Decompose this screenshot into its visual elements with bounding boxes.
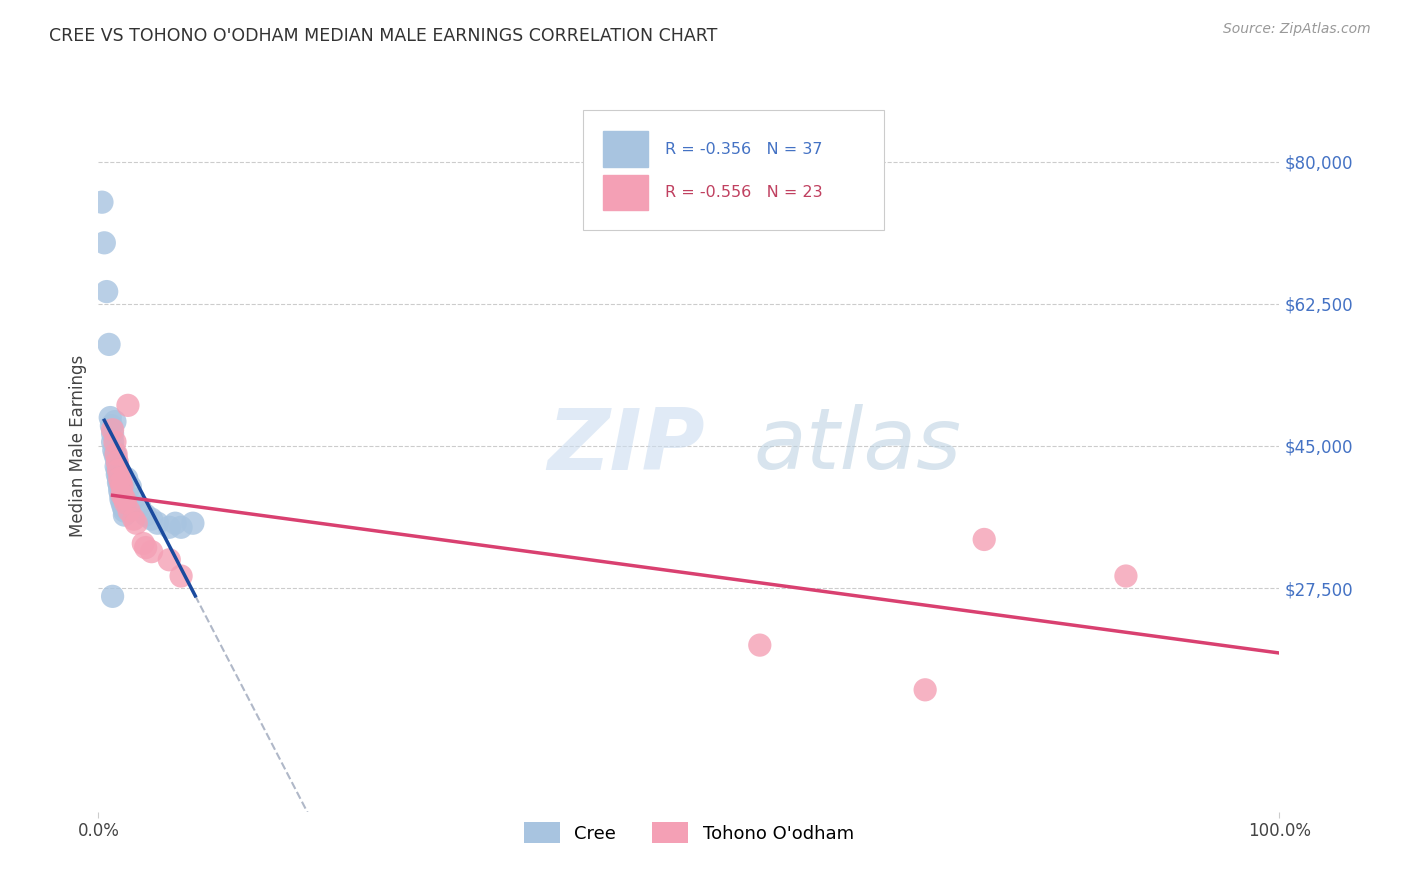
Point — [114, 496, 136, 510]
Text: R = -0.356   N = 37: R = -0.356 N = 37 — [665, 142, 823, 156]
Point — [101, 426, 124, 441]
Point — [104, 434, 127, 449]
Point — [118, 504, 141, 518]
Point — [110, 491, 132, 506]
Point — [105, 467, 128, 482]
Point — [170, 569, 193, 583]
Point — [157, 553, 180, 567]
Point — [170, 520, 193, 534]
Text: CREE VS TOHONO O'ODHAM MEDIAN MALE EARNINGS CORRELATION CHART: CREE VS TOHONO O'ODHAM MEDIAN MALE EARNI… — [49, 27, 717, 45]
Point — [141, 512, 163, 526]
Point — [96, 285, 118, 299]
Text: Source: ZipAtlas.com: Source: ZipAtlas.com — [1223, 22, 1371, 37]
Point — [122, 491, 145, 506]
Point — [973, 533, 995, 547]
Point — [108, 480, 131, 494]
Point — [105, 459, 128, 474]
Point — [165, 516, 187, 531]
Point — [98, 410, 121, 425]
Legend: Cree, Tohono O'odham: Cree, Tohono O'odham — [516, 815, 862, 850]
Point — [135, 508, 157, 522]
Point — [105, 447, 128, 461]
Point — [122, 512, 145, 526]
Point — [135, 541, 157, 555]
FancyBboxPatch shape — [582, 110, 884, 230]
Point — [93, 235, 115, 250]
Point — [105, 455, 128, 469]
Text: R = -0.556   N = 23: R = -0.556 N = 23 — [665, 186, 823, 201]
Bar — [603, 176, 648, 211]
Point — [107, 471, 129, 485]
Point — [117, 398, 139, 412]
Point — [112, 508, 135, 522]
Point — [132, 536, 155, 550]
Point — [107, 475, 129, 490]
Point — [108, 471, 131, 485]
Point — [101, 423, 124, 437]
Point — [141, 544, 163, 558]
Text: atlas: atlas — [754, 404, 962, 488]
Bar — [603, 131, 648, 167]
Point — [101, 434, 124, 449]
Point — [104, 447, 127, 461]
Point — [120, 480, 142, 494]
Point — [111, 480, 134, 494]
Point — [110, 488, 132, 502]
Point — [105, 463, 128, 477]
Point — [125, 516, 148, 531]
Point — [103, 443, 125, 458]
Y-axis label: Median Male Earnings: Median Male Earnings — [69, 355, 87, 537]
Point — [111, 496, 134, 510]
Point — [112, 491, 135, 506]
Point — [91, 195, 114, 210]
Text: ZIP: ZIP — [547, 404, 704, 488]
Point — [104, 415, 127, 429]
Point — [111, 488, 134, 502]
Point — [112, 500, 135, 514]
Point — [181, 516, 204, 531]
Point — [146, 516, 169, 531]
Point — [98, 337, 121, 351]
Point — [157, 520, 180, 534]
Point — [110, 475, 132, 490]
Point — [128, 500, 150, 514]
Point — [105, 451, 128, 466]
Point — [100, 418, 122, 433]
Point — [748, 638, 770, 652]
Point — [108, 483, 131, 498]
Point — [1115, 569, 1137, 583]
Point — [112, 504, 135, 518]
Point — [115, 471, 138, 485]
Point — [107, 463, 129, 477]
Point — [101, 590, 124, 604]
Point — [914, 682, 936, 697]
